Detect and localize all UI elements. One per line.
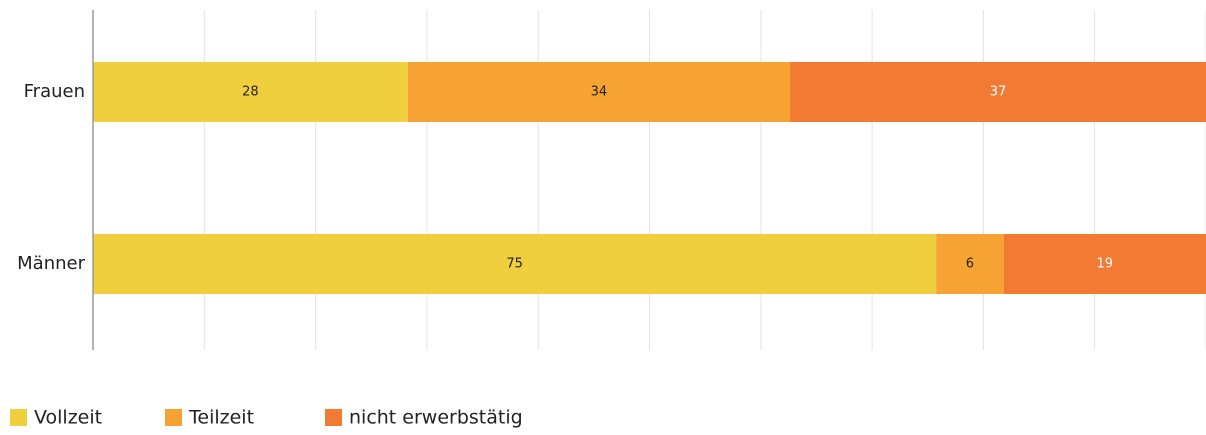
bar-segment <box>93 234 937 294</box>
legend-label: nicht erwerbstätig <box>349 407 523 429</box>
category-label: Männer <box>17 253 85 274</box>
legend-label: Teilzeit <box>188 407 254 429</box>
bar-segment <box>790 62 1206 122</box>
bar-segment <box>93 62 408 122</box>
bar-segment <box>1003 234 1206 294</box>
bar-segment <box>407 62 791 122</box>
legend-swatch <box>10 409 27 426</box>
value-label: 34 <box>591 85 608 100</box>
value-label: 6 <box>966 257 974 272</box>
legend-label: Vollzeit <box>34 407 102 429</box>
value-label: 75 <box>506 257 523 272</box>
value-label: 19 <box>1097 257 1114 272</box>
legend-swatch <box>325 409 342 426</box>
legend-swatch <box>165 409 182 426</box>
category-label: Frauen <box>24 81 85 102</box>
value-label: 28 <box>242 85 259 100</box>
bar-segment <box>936 234 1004 294</box>
value-label: 37 <box>990 85 1007 100</box>
